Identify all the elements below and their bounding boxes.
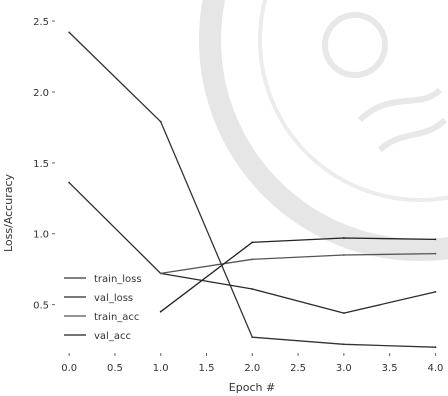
data-point-train-loss [434, 346, 437, 349]
data-point-val-acc [434, 238, 437, 241]
x-tick-label: 0.5 [107, 363, 123, 374]
y-tick-label: 1.0 [33, 230, 49, 241]
x-tick-label: 3.5 [382, 363, 398, 374]
data-point-train-acc [251, 258, 254, 261]
data-point-val-acc [159, 310, 162, 313]
legend-label-val-loss: val_loss [94, 293, 133, 304]
y-tick-label: 2.0 [33, 88, 49, 99]
data-point-train-loss [159, 120, 162, 123]
data-point-val-acc [251, 241, 254, 244]
x-tick-label: 0.0 [61, 363, 77, 374]
legend-label-train-acc: train_acc [94, 312, 139, 323]
data-point-val-loss [434, 291, 437, 293]
data-point-train-loss [68, 31, 71, 34]
x-tick-label: 4.0 [427, 363, 443, 374]
y-tick-label: 1.5 [33, 159, 49, 170]
x-tick-label: 2.5 [290, 363, 306, 374]
y-axis-label-group: Loss/Accuracy [2, 173, 15, 252]
x-tick-label: 2.0 [244, 363, 260, 374]
data-point-train-loss [251, 336, 254, 339]
data-point-train-acc [343, 254, 345, 256]
legend-label-val-acc: val_acc [94, 331, 131, 342]
x-axis-label: Epoch # [229, 381, 275, 394]
series-line-val-acc [160, 237, 437, 313]
data-point-val-loss [68, 181, 71, 184]
data-point-train-acc [434, 252, 437, 255]
series-line-train-acc [160, 252, 437, 275]
data-point-val-loss [251, 288, 254, 290]
x-tick-label: 1.0 [153, 363, 169, 374]
y-axis-label: Loss/Accuracy [2, 173, 15, 252]
data-point-val-loss [343, 312, 345, 314]
data-point-val-acc [343, 237, 345, 239]
x-tick-label: 3.0 [336, 363, 352, 374]
data-point-train-acc [159, 272, 162, 275]
data-point-train-loss [343, 343, 345, 346]
x-tick-label: 1.5 [199, 363, 215, 374]
y-tick-label: 0.5 [33, 301, 49, 312]
y-tick-label: 2.5 [33, 17, 49, 28]
legend-label-train-loss: train_loss [94, 274, 142, 285]
